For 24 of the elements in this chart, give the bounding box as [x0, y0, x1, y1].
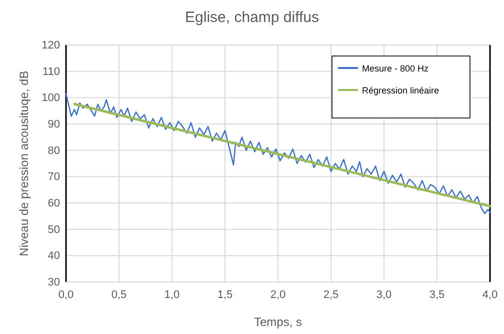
x-tick-label: 1,5: [217, 288, 233, 301]
y-tick-label: 60: [48, 198, 60, 210]
chart-title: Eglise, champ diffus: [185, 9, 319, 26]
y-tick-label: 40: [48, 250, 60, 262]
y-tick-label: 50: [48, 224, 60, 236]
x-tick-label: 2,5: [323, 288, 339, 301]
x-tick-label: 2,0: [270, 288, 286, 301]
x-tick-label: 3,0: [376, 288, 392, 301]
y-tick-label: 80: [48, 144, 60, 157]
x-tick-label: 4,0: [482, 288, 498, 301]
x-tick-label: 3,5: [429, 288, 445, 301]
legend-label: Régression linéaire: [362, 86, 440, 96]
y-tick-label: 110: [42, 66, 60, 78]
x-tick-label: 0,5: [111, 288, 127, 301]
y-tick-label: 70: [48, 171, 60, 184]
y-tick-label: 30: [48, 276, 60, 289]
x-axis-title: Temps, s: [254, 315, 302, 329]
x-tick-label: 1,0: [164, 288, 180, 301]
y-axis-title: Niveau de pression acousituqe, dB: [17, 70, 31, 256]
x-tick-label: 0,0: [58, 288, 74, 301]
y-tick-label: 100: [42, 92, 60, 104]
legend-label: Mesure - 800 Hz: [362, 64, 430, 74]
y-tick-label: 120: [42, 40, 60, 52]
y-tick-label: 90: [48, 118, 60, 131]
